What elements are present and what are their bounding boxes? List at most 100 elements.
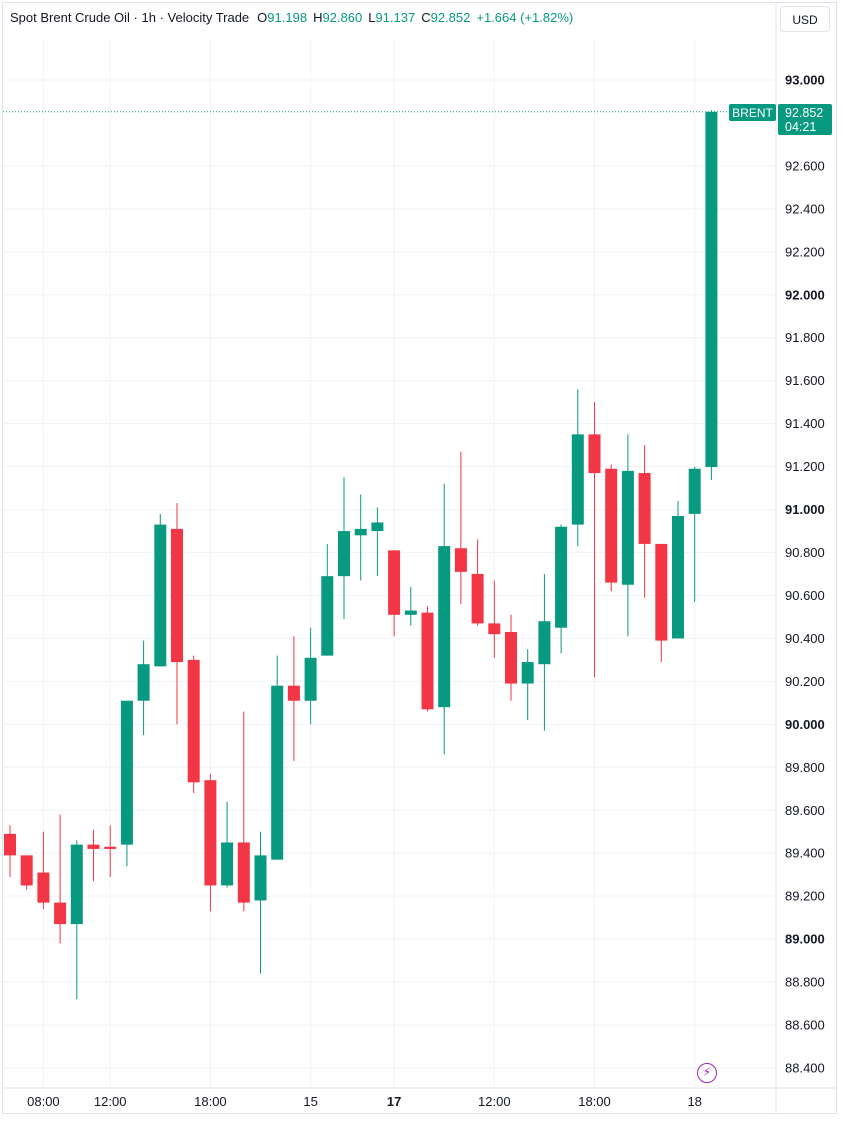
candle-up[interactable] xyxy=(70,840,83,1000)
candle-up[interactable] xyxy=(354,494,367,581)
price-tick-label: 91.000 xyxy=(785,502,825,517)
candle-down[interactable] xyxy=(171,503,183,725)
price-tick-label: 89.000 xyxy=(785,932,825,947)
candle-body xyxy=(254,855,267,901)
time-axis[interactable]: 08:00 12:00 18:00 15 17 12:00 18:00 18 xyxy=(27,1094,702,1109)
candle-up[interactable] xyxy=(538,574,551,731)
candle-body xyxy=(672,516,684,639)
close-label: C xyxy=(421,10,431,25)
price-tick-label: 88.400 xyxy=(785,1061,825,1076)
candle-down[interactable] xyxy=(237,711,250,912)
candle-up[interactable] xyxy=(404,586,417,626)
price-tick-label: 90.200 xyxy=(785,674,825,689)
candle-down[interactable] xyxy=(454,451,467,605)
candle-up[interactable] xyxy=(672,500,684,639)
price-tick-label: 89.400 xyxy=(785,846,825,861)
candle-down[interactable] xyxy=(505,614,517,701)
candle-body xyxy=(404,610,417,615)
candle-up[interactable] xyxy=(154,513,167,667)
time-tick-label: 17 xyxy=(387,1094,401,1109)
candle-body xyxy=(287,685,300,701)
candle-body xyxy=(471,574,484,624)
candle-body xyxy=(4,833,16,856)
candle-up[interactable] xyxy=(254,831,267,974)
price-tick-label: 92.000 xyxy=(785,287,825,302)
candle-body xyxy=(571,434,584,525)
price-tick-label: 89.600 xyxy=(785,803,825,818)
price-axis[interactable]: 93.000 92.600 92.400 92.200 92.000 91.800 91.6… xyxy=(785,73,825,1076)
lightning-icon[interactable]: ⚡ xyxy=(697,1063,717,1083)
candle-body xyxy=(321,576,334,656)
candle-body xyxy=(621,470,634,585)
candle-up[interactable] xyxy=(137,640,150,736)
candle-body xyxy=(120,700,133,845)
low-value: 91.137 xyxy=(375,10,416,25)
price-tick-label: 93.000 xyxy=(785,73,825,88)
price-tick-label: 90.800 xyxy=(785,545,825,560)
price-tag-countdown: 04:21 xyxy=(785,120,816,134)
currency-button[interactable]: USD xyxy=(780,6,830,32)
candle-down[interactable] xyxy=(655,543,668,663)
candle-body xyxy=(588,434,601,474)
candle-body xyxy=(204,780,217,886)
candle-body xyxy=(354,528,367,536)
candle-up[interactable] xyxy=(321,543,334,656)
candle-up[interactable] xyxy=(338,477,350,620)
candle-body xyxy=(488,623,501,635)
price-tick-label: 92.200 xyxy=(785,244,825,259)
time-tick-label: 08:00 xyxy=(27,1094,60,1109)
high-value: 92.860 xyxy=(322,10,363,25)
candle-body xyxy=(371,522,384,532)
candle-body xyxy=(137,664,150,701)
candle-up[interactable] xyxy=(304,627,317,725)
candle-up[interactable] xyxy=(688,466,701,602)
candle-up[interactable] xyxy=(705,110,718,481)
candle-down[interactable] xyxy=(488,580,501,658)
price-tick-label: 89.800 xyxy=(785,760,825,775)
symbol-title[interactable]: Spot Brent Crude Oil · 1h · Velocity Tra… xyxy=(10,10,250,25)
candle-down[interactable] xyxy=(471,539,484,626)
candle-down[interactable] xyxy=(204,773,217,912)
low-label: L xyxy=(368,10,376,25)
candle-down[interactable] xyxy=(287,636,300,761)
candle-down[interactable] xyxy=(605,464,618,592)
candle-up[interactable] xyxy=(438,483,451,755)
candle-body xyxy=(605,468,618,583)
last-price-tag: BRENT 92.852 04:21 xyxy=(729,104,832,135)
candle-up[interactable] xyxy=(120,700,133,867)
candle-down[interactable] xyxy=(638,445,651,598)
candle-body xyxy=(54,902,67,925)
candle-down[interactable] xyxy=(187,655,200,794)
price-tick-label: 91.200 xyxy=(785,459,825,474)
candle-up[interactable] xyxy=(521,649,534,721)
candle-up[interactable] xyxy=(621,434,634,637)
candle-down[interactable] xyxy=(388,550,401,637)
candle-up[interactable] xyxy=(221,801,234,888)
candle-down[interactable] xyxy=(54,814,67,944)
candle-down[interactable] xyxy=(588,402,601,678)
symbol-tag-label: BRENT xyxy=(732,106,773,120)
candle-body xyxy=(20,855,33,886)
price-tick-label: 88.600 xyxy=(785,1018,825,1033)
candle-down[interactable] xyxy=(104,825,117,877)
candle-up[interactable] xyxy=(571,389,584,547)
candle-up[interactable] xyxy=(271,655,284,860)
candle-body xyxy=(271,685,284,860)
price-tick-label: 90.600 xyxy=(785,588,825,603)
price-tick-label: 90.400 xyxy=(785,631,825,646)
candles-layer xyxy=(4,110,718,1000)
high-label: H xyxy=(313,10,323,25)
candle-body xyxy=(304,657,317,701)
candle-body xyxy=(87,844,100,849)
candle-down[interactable] xyxy=(421,606,434,712)
candle-body xyxy=(538,621,551,665)
candle-down[interactable] xyxy=(20,855,33,890)
candle-down[interactable] xyxy=(87,829,100,882)
candle-up[interactable] xyxy=(371,507,384,577)
candle-body xyxy=(104,846,117,849)
candle-down[interactable] xyxy=(4,825,16,877)
candle-up[interactable] xyxy=(555,524,568,654)
candle-down[interactable] xyxy=(37,831,50,910)
